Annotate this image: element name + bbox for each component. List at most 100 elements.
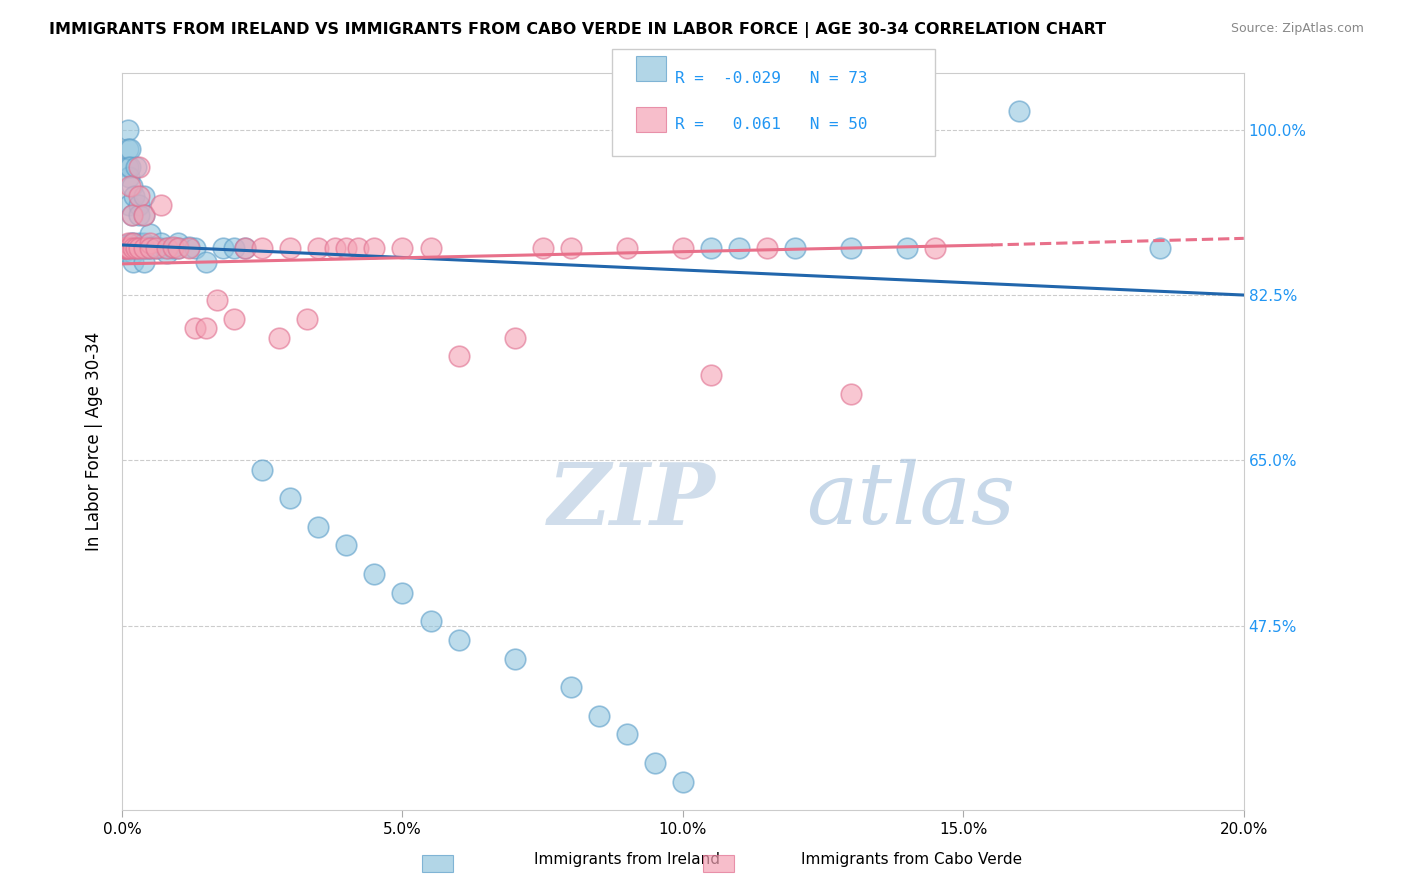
- Text: atlas: atlas: [806, 459, 1015, 541]
- Point: [134, 255, 156, 269]
- Point: [128, 236, 150, 251]
- Point: [184, 241, 207, 255]
- Text: IMMIGRANTS FROM IRELAND VS IMMIGRANTS FROM CABO VERDE IN LABOR FORCE | AGE 30-34: IMMIGRANTS FROM IRELAND VS IMMIGRANTS FR…: [49, 22, 1107, 38]
- Point: [125, 161, 148, 175]
- Point: [391, 241, 413, 255]
- Point: [134, 241, 156, 255]
- Point: [252, 463, 274, 477]
- Point: [307, 519, 329, 533]
- Point: [672, 241, 695, 255]
- Text: R =  -0.029   N = 73: R = -0.029 N = 73: [675, 70, 868, 86]
- Point: [503, 330, 526, 344]
- Point: [114, 244, 136, 258]
- Point: [924, 241, 946, 255]
- Text: Immigrants from Cabo Verde: Immigrants from Cabo Verde: [801, 852, 1022, 867]
- Point: [120, 236, 142, 251]
- Point: [700, 368, 723, 383]
- Point: [278, 241, 301, 255]
- Point: [195, 321, 218, 335]
- Point: [128, 189, 150, 203]
- Text: ZIP: ZIP: [548, 458, 716, 542]
- Point: [156, 241, 179, 255]
- Point: [122, 236, 145, 251]
- Point: [124, 189, 146, 203]
- Point: [728, 241, 751, 255]
- Point: [167, 236, 190, 251]
- Point: [503, 652, 526, 666]
- Point: [134, 241, 156, 255]
- Point: [150, 236, 173, 251]
- Point: [121, 208, 143, 222]
- Point: [391, 585, 413, 599]
- Point: [114, 241, 136, 255]
- Point: [560, 680, 582, 694]
- Point: [117, 122, 139, 136]
- Point: [117, 142, 139, 156]
- Point: [839, 241, 862, 255]
- Point: [184, 321, 207, 335]
- Y-axis label: In Labor Force | Age 30-34: In Labor Force | Age 30-34: [86, 332, 103, 551]
- Text: R =   0.061   N = 50: R = 0.061 N = 50: [675, 117, 868, 132]
- Point: [162, 240, 184, 254]
- Point: [128, 241, 150, 255]
- Point: [235, 241, 257, 255]
- Point: [363, 241, 385, 255]
- Point: [118, 241, 141, 255]
- Point: [121, 208, 143, 222]
- Point: [139, 236, 162, 251]
- Point: [269, 330, 291, 344]
- Point: [419, 241, 441, 255]
- Point: [134, 189, 156, 203]
- Point: [700, 241, 723, 255]
- Point: [156, 245, 179, 260]
- Point: [128, 198, 150, 212]
- Point: [588, 708, 610, 723]
- Point: [531, 241, 554, 255]
- Point: [207, 293, 229, 307]
- Point: [150, 198, 173, 212]
- Point: [115, 241, 138, 255]
- Point: [1149, 241, 1171, 255]
- Point: [335, 539, 357, 553]
- Point: [131, 241, 153, 255]
- Point: [896, 241, 918, 255]
- Text: Source: ZipAtlas.com: Source: ZipAtlas.com: [1230, 22, 1364, 36]
- Point: [447, 350, 470, 364]
- Point: [125, 241, 148, 255]
- Point: [616, 241, 638, 255]
- Point: [134, 208, 156, 222]
- Point: [644, 756, 666, 770]
- Point: [118, 142, 141, 156]
- Text: Immigrants from Ireland: Immigrants from Ireland: [534, 852, 720, 867]
- Point: [134, 208, 156, 222]
- Point: [125, 241, 148, 255]
- Point: [118, 169, 141, 184]
- Point: [560, 241, 582, 255]
- Point: [145, 240, 167, 254]
- Point: [134, 236, 156, 251]
- Point: [195, 255, 218, 269]
- Point: [145, 241, 167, 255]
- Point: [114, 238, 136, 252]
- Point: [128, 241, 150, 255]
- Point: [112, 241, 135, 255]
- Point: [117, 241, 139, 255]
- Point: [278, 491, 301, 506]
- Point: [120, 179, 142, 194]
- Point: [839, 387, 862, 401]
- Point: [346, 241, 368, 255]
- Point: [121, 179, 143, 194]
- Point: [120, 161, 142, 175]
- Point: [323, 241, 346, 255]
- Point: [128, 208, 150, 222]
- Point: [235, 241, 257, 255]
- Point: [335, 241, 357, 255]
- Point: [122, 245, 145, 260]
- Point: [115, 240, 138, 254]
- Point: [122, 241, 145, 255]
- Point: [112, 241, 135, 255]
- Point: [117, 161, 139, 175]
- Point: [179, 240, 201, 254]
- Point: [136, 241, 159, 255]
- Point: [145, 241, 167, 255]
